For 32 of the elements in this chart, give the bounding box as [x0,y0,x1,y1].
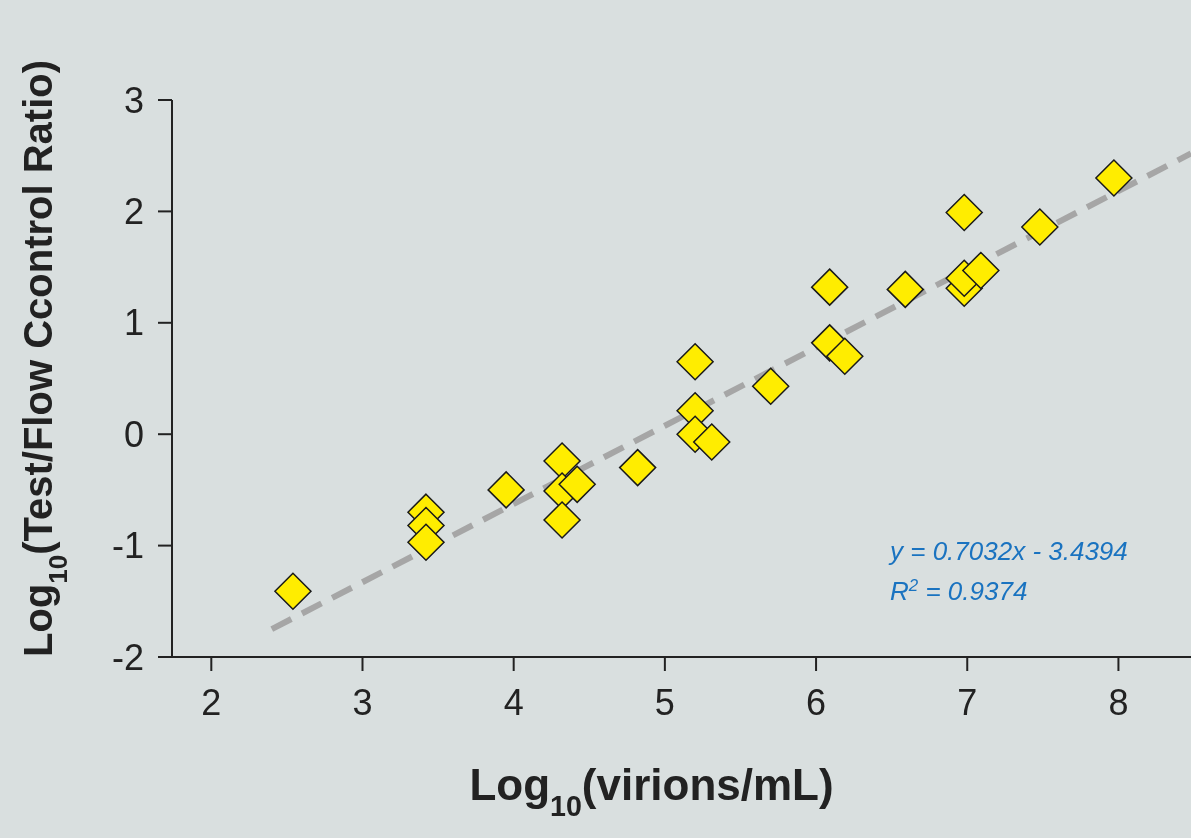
point [826,337,864,375]
y-tick-label: 1 [123,302,144,344]
x-tick-label: 4 [503,682,524,723]
annotation: y = 0.7032x - 3.4394 [888,536,1128,566]
x-tick-label: 5 [654,682,675,723]
y-tick-label: -1 [111,525,144,567]
point [558,465,596,504]
x-tick-label: 8 [1108,682,1129,723]
point [1021,208,1059,246]
y-tick-label: 0 [123,413,144,455]
y-tick-label: -2 [111,636,144,678]
x-tick-label: 7 [957,682,978,723]
y-tick-label: 3 [123,79,144,121]
y-tick-label: 2 [123,190,144,232]
point [1095,159,1133,197]
x-axis-title: Log$_{10}$(virions/mL) [469,760,834,822]
point [962,251,1000,290]
point [407,523,445,562]
point [676,343,714,381]
point [543,501,581,539]
point [810,268,849,306]
annotation: R$^{2}$ = 0.9374 [890,575,1028,606]
point [751,367,790,406]
x-tick-label: 3 [352,682,373,723]
point [487,471,525,509]
point [618,448,657,487]
point [692,423,731,461]
point [945,193,983,232]
x-tick-label: 6 [806,682,827,723]
point [274,572,312,611]
point [886,270,925,309]
x-tick-label: 2 [201,682,222,723]
